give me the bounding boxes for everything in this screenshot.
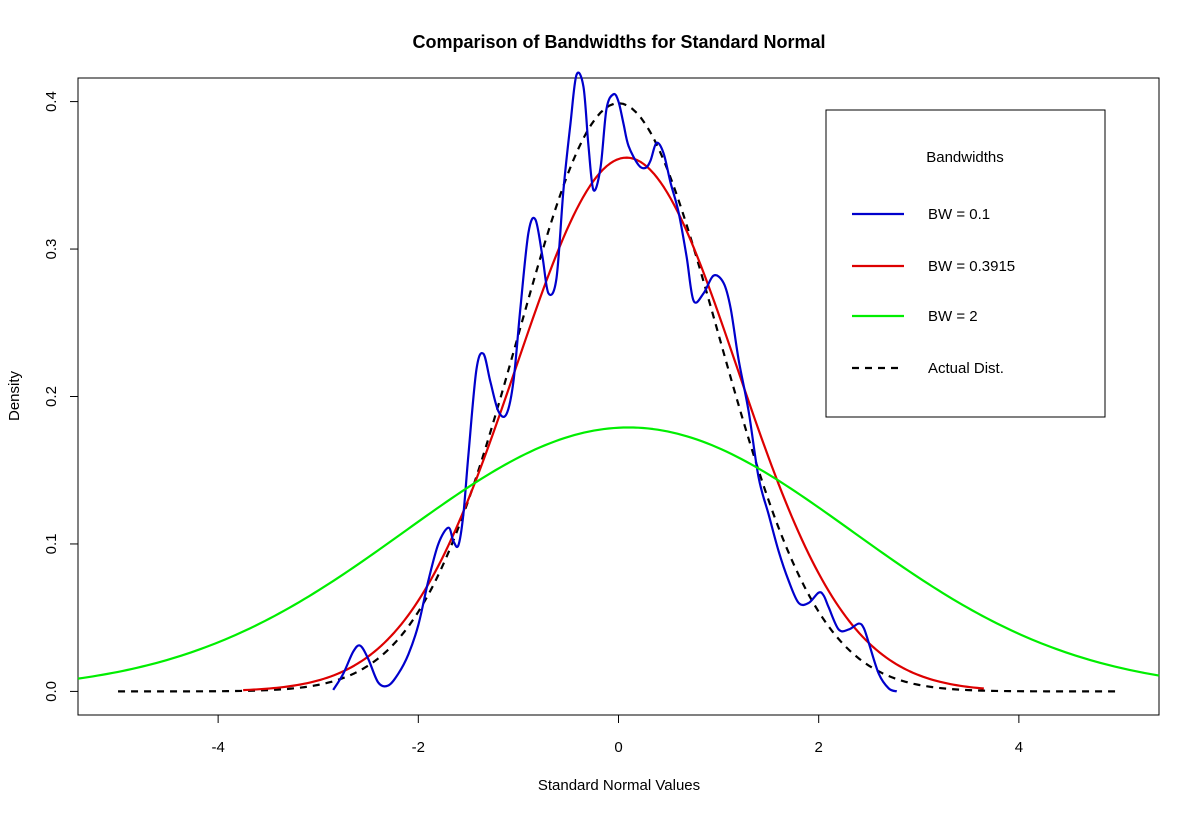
legend-label: Actual Dist. <box>928 360 1004 377</box>
legend-label: BW = 0.1 <box>928 206 990 223</box>
y-tick-label: 0.3 <box>43 239 60 260</box>
chart-title: Comparison of Bandwidths for Standard No… <box>412 32 825 52</box>
x-tick-label: -4 <box>211 739 224 756</box>
y-tick-label: 0.0 <box>43 681 60 702</box>
series-line-actual-dist <box>118 102 1119 693</box>
legend-entries: BW = 0.1 BW = 0.3915 BW = 2 Actual Dist. <box>852 206 1015 377</box>
series-line-bw-2 <box>77 426 1160 680</box>
legend-label: BW = 0.3915 <box>928 258 1015 275</box>
legend-title: Bandwidths <box>926 149 1004 166</box>
x-tick-label: 2 <box>815 739 823 756</box>
legend-box <box>825 109 1106 418</box>
legend: Bandwidths BW = 0.1 BW = 0.3915 BW = 2 Actu… <box>825 109 1106 418</box>
x-tick-label: 0 <box>614 739 622 756</box>
y-axis: 0.0 0.1 0.2 0.3 0.4 <box>43 91 79 702</box>
y-axis-label: Density <box>6 370 23 421</box>
x-tick-label: -2 <box>412 739 425 756</box>
legend-label: BW = 2 <box>928 308 978 325</box>
x-axis: -4 -2 0 2 4 <box>211 714 1023 756</box>
x-axis-label: Standard Normal Values <box>538 777 700 794</box>
y-tick-label: 0.1 <box>43 534 60 555</box>
series-line-bw-0-1 <box>332 71 898 693</box>
series-layer <box>77 71 1160 693</box>
y-tick-label: 0.2 <box>43 386 60 407</box>
x-tick-label: 4 <box>1015 739 1023 756</box>
y-tick-label: 0.4 <box>43 91 60 112</box>
